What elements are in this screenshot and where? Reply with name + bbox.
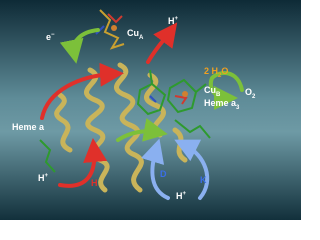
label-sub: A bbox=[139, 35, 144, 41]
label-sub: 2 bbox=[218, 73, 222, 79]
molecules bbox=[39, 9, 211, 173]
label-base: e bbox=[46, 32, 51, 42]
label-base: O bbox=[245, 87, 252, 97]
label-base: H bbox=[176, 191, 183, 201]
oxygen-label: O2 bbox=[245, 87, 256, 100]
cu-b-label: CuB bbox=[204, 85, 221, 98]
label-sup: + bbox=[45, 173, 49, 179]
background bbox=[0, 0, 301, 220]
label-sup: + bbox=[175, 16, 179, 22]
label-sup: − bbox=[51, 32, 55, 38]
label-sub: 2 bbox=[252, 94, 256, 100]
heme-a-label: Heme a bbox=[12, 122, 45, 132]
figure: e− CuA H+ 2 H2O O2 CuB Heme a3 Heme a H … bbox=[0, 0, 301, 220]
proton-top-label: H+ bbox=[168, 16, 179, 26]
cu-a-label: CuA bbox=[127, 28, 144, 41]
label-base: Cu bbox=[204, 85, 216, 95]
label-sub: 3 bbox=[236, 105, 240, 111]
label-base: Cu bbox=[127, 28, 139, 38]
proton-left-label: H+ bbox=[38, 173, 49, 183]
k-channel-label: K bbox=[200, 175, 207, 185]
water-label: 2 H2O bbox=[204, 66, 228, 79]
h-channel-label: H bbox=[91, 178, 98, 188]
label-sub: B bbox=[216, 92, 221, 98]
label-sup: + bbox=[183, 191, 187, 197]
heme-a3-label: Heme a3 bbox=[204, 98, 240, 111]
cu-b-atom bbox=[182, 91, 188, 97]
d-channel-label: D bbox=[160, 169, 167, 179]
label-post: O bbox=[221, 66, 228, 76]
cu-a-atom bbox=[111, 25, 117, 31]
label-base: Heme a bbox=[204, 98, 237, 108]
electron-label: e− bbox=[46, 32, 55, 42]
arrows bbox=[40, 22, 244, 200]
label-base: 2 H bbox=[204, 66, 218, 76]
proton-bottom-label: H+ bbox=[176, 191, 187, 201]
label-base: H bbox=[168, 16, 175, 26]
label-base: H bbox=[38, 173, 45, 183]
